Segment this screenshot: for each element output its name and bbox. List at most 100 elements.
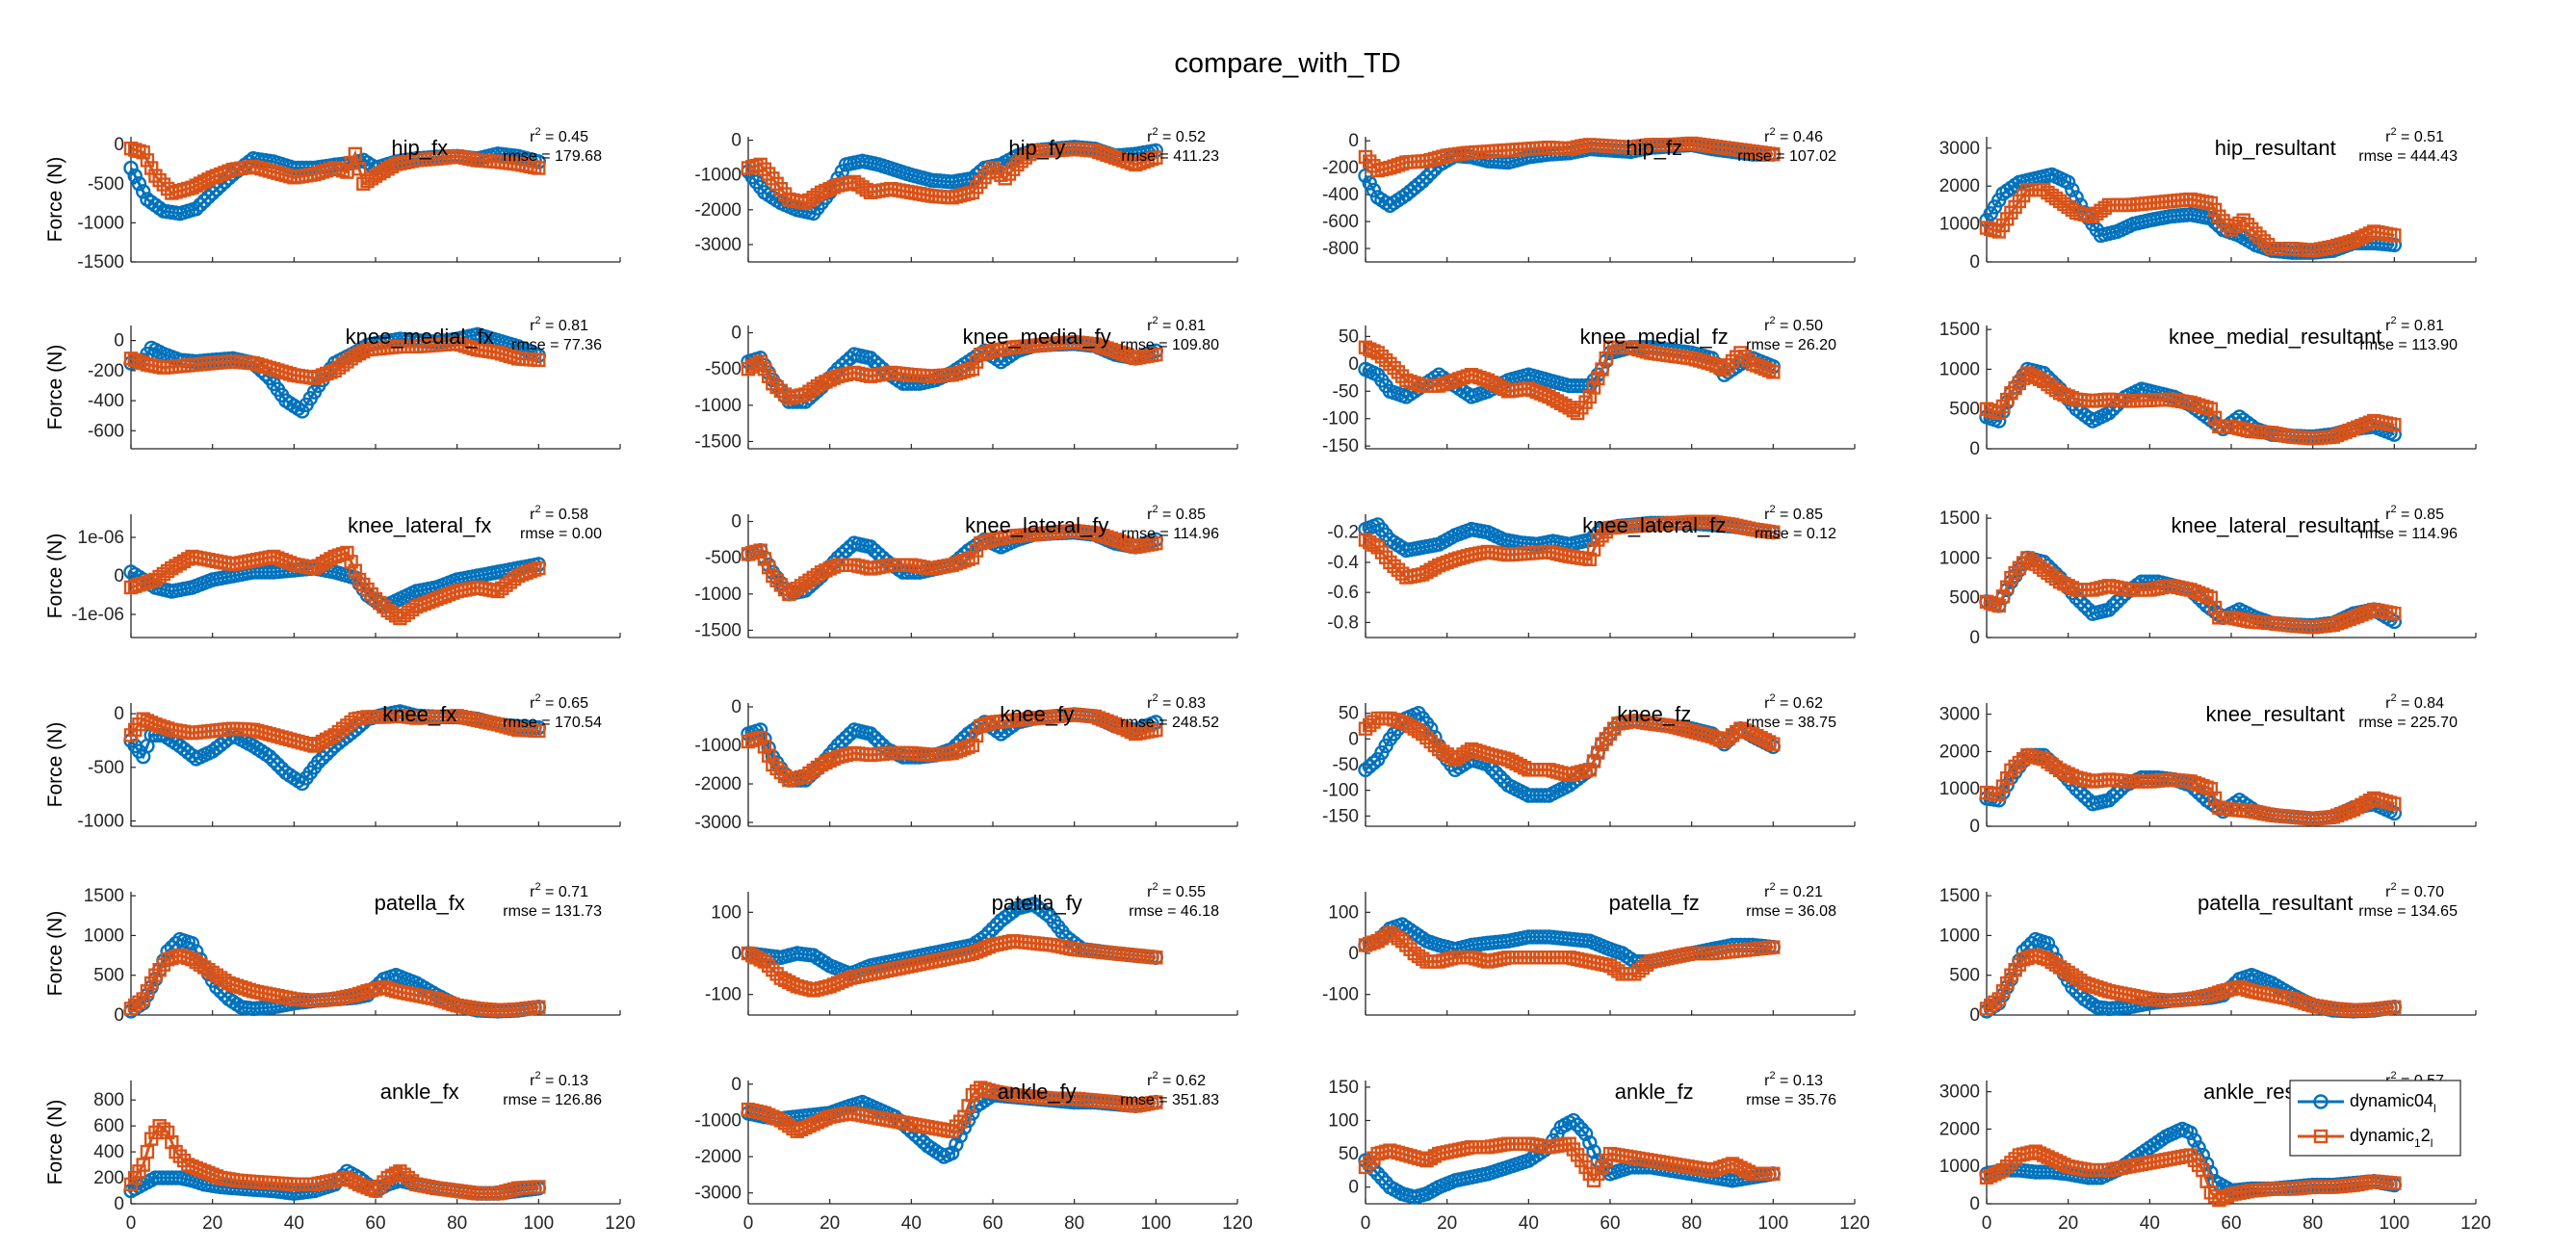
- data-point: [1358, 149, 1373, 165]
- y-tick-label: -400: [88, 391, 124, 411]
- data-point: [131, 176, 147, 192]
- data-point: [156, 177, 171, 192]
- r-squared-label: r2 = 0.45: [530, 126, 588, 145]
- r-squared-label: r2 = 0.52: [1147, 126, 1206, 145]
- data-point: [985, 161, 1001, 175]
- data-point: [1140, 153, 1156, 168]
- data-point: [1148, 143, 1164, 159]
- figure-title: compare_with_TD: [1174, 48, 1400, 79]
- y-tick-label: 0: [1969, 628, 1980, 648]
- data-point: [189, 201, 204, 217]
- data-point: [1411, 176, 1426, 193]
- y-axis-label: Force (N): [44, 534, 66, 619]
- subplot-title: knee_lateral_fz: [1582, 513, 1726, 537]
- x-tick-label: 100: [1140, 1213, 1171, 1234]
- y-tick-label: -1500: [77, 252, 124, 273]
- subplot-title: knee_medial_resultant: [2169, 325, 2381, 349]
- subplot-title: hip_resultant: [2215, 136, 2336, 160]
- data-point: [335, 164, 351, 178]
- y-tick-label: -1000: [694, 1110, 742, 1131]
- y-tick-label: 1000: [84, 925, 124, 946]
- data-point: [2240, 218, 2255, 232]
- y-tick-label: 1000: [1939, 779, 1980, 799]
- subplot-title: patella_fy: [992, 891, 1082, 915]
- y-tick-label: 0: [731, 512, 742, 533]
- subplot-title: knee_medial_fz: [1580, 325, 1729, 349]
- data-point: [1766, 146, 1781, 162]
- y-tick-label: 500: [1949, 400, 1980, 420]
- subplot-title: knee_lateral_fy: [965, 513, 1108, 537]
- y-tick-label: -100: [1322, 409, 1359, 430]
- y-tick-label: 0: [1348, 729, 1359, 749]
- rmse-label: rmse = 225.70: [2358, 715, 2458, 731]
- data-point: [2065, 182, 2080, 197]
- y-tick-label: 0: [114, 1194, 124, 1214]
- y-tick-label: 0: [1348, 354, 1359, 375]
- y-tick-label: -1500: [694, 620, 742, 640]
- data-point: [1415, 173, 1430, 189]
- rmse-label: rmse = 46.18: [1129, 903, 1219, 920]
- x-tick-label: 100: [523, 1213, 554, 1234]
- data-point: [2252, 230, 2267, 245]
- y-tick-label: 0: [114, 704, 124, 724]
- series-dynamic12: [123, 141, 546, 200]
- y-tick-label: 1500: [84, 886, 124, 906]
- data-point: [2244, 221, 2259, 237]
- data-point: [193, 196, 208, 213]
- y-tick-label: 0: [114, 135, 124, 155]
- y-tick-label: -50: [1333, 381, 1359, 402]
- y-tick-label: -1500: [694, 431, 742, 452]
- y-tick-label: -3000: [694, 235, 742, 255]
- subplot-title: knee_lateral_resultant: [2171, 513, 2379, 537]
- rmse-label: rmse = 444.43: [2358, 148, 2458, 165]
- y-tick-label: -2000: [694, 774, 742, 794]
- y-tick-label: -1000: [694, 396, 742, 416]
- y-axis-label: Force (N): [44, 157, 66, 243]
- y-tick-label: -600: [88, 421, 124, 441]
- data-point: [1362, 175, 1377, 191]
- rmse-label: rmse = 114.96: [1121, 526, 1219, 542]
- y-axis-label: Force (N): [44, 1100, 66, 1185]
- y-tick-label: 0: [1969, 439, 1980, 459]
- subplot-title: hip_fz: [1626, 136, 1682, 160]
- rmse-label: rmse = 26.20: [1746, 337, 1836, 353]
- subplot-title: knee_medial_fx: [346, 325, 494, 349]
- rmse-label: rmse = 114.96: [2359, 526, 2458, 542]
- series-dynamic12: [123, 336, 546, 385]
- y-tick-label: 3000: [1939, 139, 1980, 159]
- y-tick-label: 0: [1969, 817, 1980, 837]
- x-tick-label: 80: [447, 1213, 467, 1234]
- y-tick-label: -500: [88, 758, 124, 778]
- data-point: [348, 146, 363, 162]
- data-point: [123, 160, 139, 176]
- data-point: [1144, 151, 1159, 167]
- y-tick-label: 0: [731, 131, 742, 151]
- y-tick-label: 1000: [1939, 548, 1980, 568]
- y-tick-label: 800: [93, 1090, 124, 1110]
- y-tick-label: -1000: [77, 811, 124, 831]
- y-tick-label: 0: [1969, 252, 1980, 273]
- y-tick-label: 0: [731, 1075, 742, 1095]
- y-tick-label: 2000: [1939, 742, 1980, 762]
- data-point: [2060, 174, 2076, 190]
- y-tick-label: 1500: [1939, 320, 1980, 340]
- y-tick-label: -0.2: [1327, 523, 1359, 543]
- x-tick-label: 120: [1222, 1213, 1253, 1234]
- data-point: [2256, 234, 2272, 248]
- subplot-title: patella_fz: [1609, 891, 1700, 915]
- data-point: [2212, 209, 2226, 223]
- data-point: [2386, 237, 2403, 252]
- rmse-label: rmse = 113.90: [2359, 337, 2458, 353]
- y-tick-label: 1000: [1939, 215, 1980, 235]
- data-point: [1018, 150, 1033, 165]
- y-tick-label: 1e-06: [77, 528, 124, 548]
- data-point: [1010, 157, 1025, 172]
- data-point: [2387, 228, 2402, 243]
- y-tick-label: -200: [88, 361, 124, 381]
